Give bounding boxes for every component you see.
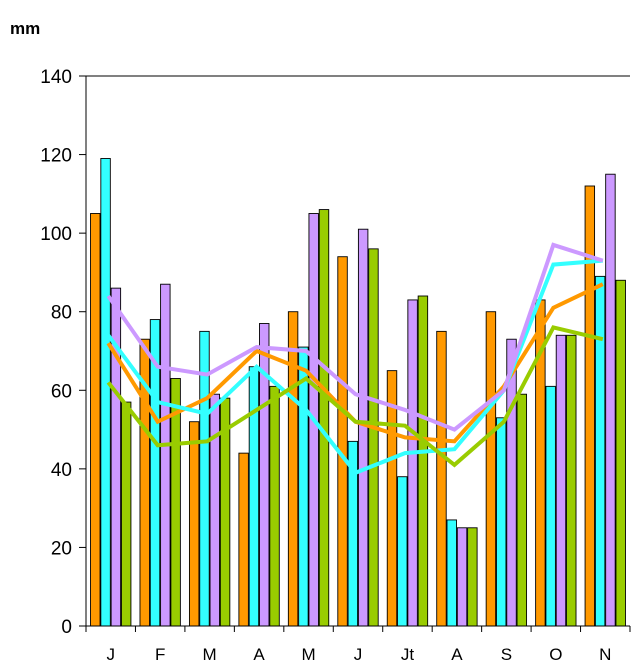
bar-s1-j-5 xyxy=(337,256,348,627)
bar-s3-j-5 xyxy=(357,228,369,627)
bar-s2-m-4 xyxy=(298,346,309,627)
bar-s2-a-3 xyxy=(248,366,260,627)
y-tick-label-40: 40 xyxy=(51,460,72,481)
x-tick-label-0: J xyxy=(106,645,115,663)
bar-s3-m-2 xyxy=(209,393,220,627)
x-tick-label-4: M xyxy=(301,645,315,663)
bar-s1-a-7 xyxy=(436,330,447,627)
y-tick-label-100: 100 xyxy=(40,224,72,245)
x-tick-label-10: N xyxy=(599,645,611,663)
ticks-layer: 0 20 40 60 80 100 120 140 J F M A M J Jt A S O N xyxy=(40,67,631,663)
bar-s1-n-10 xyxy=(584,185,596,627)
bar-s1-a-3 xyxy=(238,452,249,627)
x-tick-label-3: A xyxy=(253,645,265,663)
x-tick-label-6: Jt xyxy=(401,645,415,663)
bar-s4-jt-6 xyxy=(417,295,429,627)
y-tick-label-120: 120 xyxy=(40,146,72,167)
bar-s1-m-2 xyxy=(188,421,200,627)
bar-s4-o-9 xyxy=(566,334,577,627)
x-tick-label-9: O xyxy=(549,645,562,663)
bar-s1-s-8 xyxy=(485,311,497,627)
bar-s4-n-10 xyxy=(615,279,626,627)
bar-s3-jt-6 xyxy=(407,299,418,627)
x-tick-label-8: S xyxy=(501,645,512,663)
lines-layer xyxy=(106,242,604,476)
x-tick-label-7: A xyxy=(451,645,463,663)
bar-s2-o-9 xyxy=(545,385,556,627)
x-tick-label-5: J xyxy=(354,645,363,663)
bar-s4-a-7 xyxy=(467,527,478,627)
y-tick-label-80: 80 xyxy=(51,303,72,324)
bar-s3-f-1 xyxy=(160,283,171,627)
y-tick-label-140: 140 xyxy=(40,67,72,88)
bar-s2-s-8 xyxy=(496,417,507,627)
series-line-2 xyxy=(106,258,603,476)
bar-s4-a-3 xyxy=(269,385,280,627)
series-line-3 xyxy=(106,242,604,432)
bar-s2-j-0 xyxy=(100,158,111,627)
bar-s1-j-0 xyxy=(90,213,101,627)
bars-layer xyxy=(90,158,626,627)
bar-s4-j-5 xyxy=(368,248,379,627)
bar-s3-a-7 xyxy=(456,527,468,627)
bar-s4-j-0 xyxy=(120,401,132,627)
series-line-1 xyxy=(106,282,604,444)
y-tick-label-60: 60 xyxy=(51,381,72,402)
bar-s2-a-7 xyxy=(446,519,457,627)
y-tick-label-0: 0 xyxy=(61,617,72,638)
bar-s2-n-10 xyxy=(594,275,606,627)
x-tick-label-2: M xyxy=(203,645,217,663)
y-tick-label-20: 20 xyxy=(51,538,72,559)
bar-s1-m-4 xyxy=(287,311,299,627)
axes-layer xyxy=(85,75,630,627)
bar-s4-m-4 xyxy=(318,209,330,627)
bar-s2-jt-6 xyxy=(397,476,408,627)
bar-s3-n-10 xyxy=(605,173,616,627)
y-unit-label: mm xyxy=(10,19,40,38)
bar-s4-s-8 xyxy=(516,393,528,627)
bar-s3-o-9 xyxy=(555,334,567,627)
x-tick-label-1: F xyxy=(155,645,165,663)
series-line-4 xyxy=(106,325,604,468)
